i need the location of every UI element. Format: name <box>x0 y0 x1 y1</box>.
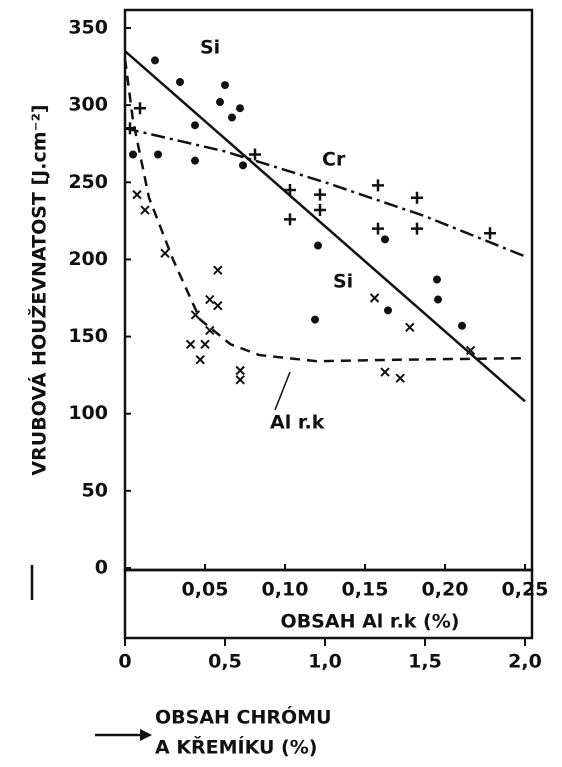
data-point <box>369 293 380 303</box>
data-point <box>221 81 229 90</box>
data-point <box>134 102 146 115</box>
data-point <box>160 248 170 258</box>
series-line <box>124 50 526 403</box>
series-label: Al r.k <box>270 412 325 434</box>
y-tick-label: 0 <box>95 557 108 579</box>
data-point <box>235 365 245 376</box>
x2-axis-title: OBSAH Al r.k (%) <box>281 611 460 633</box>
x2-tick-label: 0,15 <box>342 579 389 601</box>
y-axis-title: VRUBOVÁ HOUŽEVNATOST [J.cm⁻²] <box>28 104 51 475</box>
y-tick-label: 300 <box>68 94 108 116</box>
data-point <box>311 315 319 324</box>
data-point <box>433 275 441 284</box>
data-point <box>405 322 415 333</box>
x2-axis-box <box>123 568 534 640</box>
x-tick-label: 1,5 <box>408 651 442 673</box>
y-tick-label: 50 <box>82 479 108 501</box>
y-tick-label: 250 <box>68 171 108 193</box>
data-point <box>190 310 201 320</box>
x2-tick-label: 0,25 <box>502 579 549 601</box>
data-point <box>140 205 150 215</box>
y-tick-label: 350 <box>68 17 108 39</box>
data-point <box>205 325 215 336</box>
data-point <box>228 113 236 122</box>
data-point <box>191 156 199 165</box>
data-point <box>200 339 210 349</box>
data-point <box>314 188 326 201</box>
arrow-head <box>140 729 152 741</box>
data-point <box>216 98 224 107</box>
data-point <box>284 184 296 196</box>
series-label: Si <box>333 271 353 293</box>
data-point <box>213 301 223 311</box>
series-line <box>123 58 526 363</box>
data-point <box>314 241 322 250</box>
data-point <box>185 339 196 349</box>
data-point <box>191 121 199 130</box>
data-point <box>236 104 244 113</box>
data-point <box>129 150 137 159</box>
data-point <box>154 150 162 159</box>
data-point <box>213 265 223 275</box>
x-tick-label: 0,5 <box>208 651 242 673</box>
data-point <box>465 345 476 356</box>
x2-tick-label: 0,20 <box>422 579 469 601</box>
data-point <box>411 222 423 235</box>
leader-line <box>274 371 291 411</box>
data-point <box>132 189 142 200</box>
y-tick-label: 100 <box>68 402 108 424</box>
data-point <box>205 294 215 305</box>
data-point <box>249 148 261 161</box>
x-tick-label: 1,0 <box>308 651 342 673</box>
data-point <box>235 375 245 385</box>
data-point <box>434 295 442 304</box>
y-tick-label: 150 <box>68 325 108 347</box>
data-point <box>384 306 392 315</box>
x-tick-label: 2,0 <box>508 651 542 673</box>
data-point <box>284 213 296 226</box>
y-tick-label: 200 <box>68 248 108 270</box>
data-point <box>380 367 390 377</box>
series-label: Cr <box>322 149 346 171</box>
series-line <box>124 127 526 258</box>
x2-tick-label: 0,10 <box>262 579 309 601</box>
data-point <box>151 56 159 65</box>
data-point <box>176 78 184 86</box>
data-point <box>395 373 405 383</box>
x2-tick-label: 0,05 <box>182 579 229 601</box>
data-point <box>195 355 205 365</box>
data-point <box>411 191 423 204</box>
data-point <box>458 321 466 330</box>
data-point <box>372 222 384 235</box>
x-tick-label: 0 <box>118 651 131 673</box>
data-point <box>314 204 326 217</box>
data-point <box>372 179 384 192</box>
data-point <box>381 235 389 244</box>
data-point <box>484 227 496 240</box>
x-axis-title: OBSAH CHRÓMU <box>155 705 332 729</box>
series-label: Si <box>200 37 220 59</box>
data-point <box>239 161 247 170</box>
x-axis-title: A KŘEMÍKU (%) <box>155 736 317 759</box>
